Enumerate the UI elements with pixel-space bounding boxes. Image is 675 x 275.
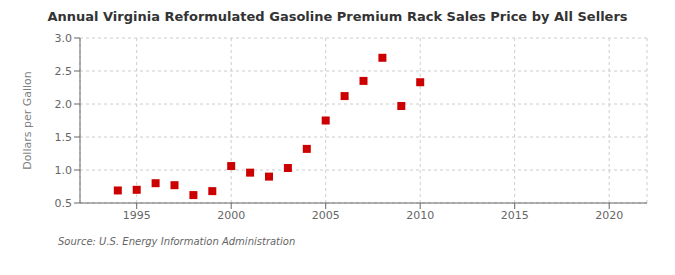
svg-text:2005: 2005 [312,209,340,222]
svg-text:1.0: 1.0 [55,164,73,177]
svg-text:1.5: 1.5 [55,131,73,144]
html-text:Annual Virginia Reformulated G: Annual Virginia Reformulated Gasoline Pr… [47,9,628,24]
svg-text:2.5: 2.5 [55,65,73,78]
html-text:Source: U.S. Energy Informatio: Source: U.S. Energy Information Administ… [58,236,296,247]
svg-text:0.5: 0.5 [55,197,73,210]
svg-text:2020: 2020 [595,209,623,222]
svg-text:3.0: 3.0 [55,32,73,45]
svg-text:2015: 2015 [501,209,529,222]
svg-text:2010: 2010 [406,209,434,222]
svg-text:Dollars per Gallon: Dollars per Gallon [21,71,34,170]
svg-text:2.0: 2.0 [55,98,73,111]
svg-text:2000: 2000 [217,209,245,222]
svg-text:1995: 1995 [123,209,151,222]
